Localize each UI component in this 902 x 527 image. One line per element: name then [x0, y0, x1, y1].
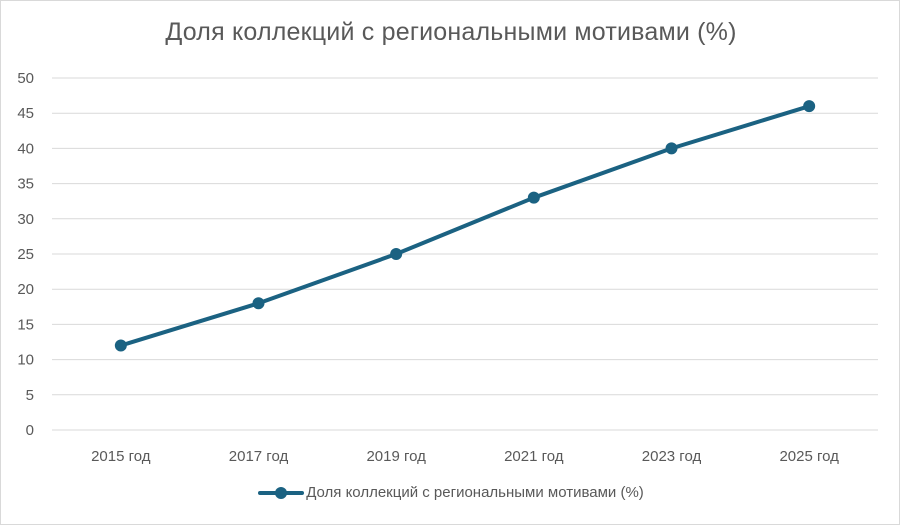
- x-tick-label: 2015 год: [91, 448, 151, 465]
- data-point-2015-год: [114, 339, 127, 352]
- chart-legend: Доля коллекций с региональными мотивами …: [0, 484, 902, 501]
- y-tick-label: 25: [17, 246, 34, 263]
- y-tick-label: 35: [17, 176, 34, 193]
- x-tick-label: 2025 год: [779, 448, 839, 465]
- data-point-2017-год: [252, 297, 265, 310]
- y-tick-label: 40: [17, 140, 34, 157]
- data-point-2025-год: [803, 100, 816, 113]
- y-tick-label: 5: [26, 387, 34, 404]
- y-tick-label: 0: [26, 422, 34, 439]
- x-tick-label: 2023 год: [642, 448, 702, 465]
- data-point-2023-год: [665, 142, 678, 155]
- y-tick-label: 20: [17, 281, 34, 298]
- y-tick-label: 30: [17, 211, 34, 228]
- y-tick-label: 15: [17, 316, 34, 333]
- y-tick-label: 45: [17, 105, 34, 122]
- legend-series-label: Доля коллекций с региональными мотивами …: [306, 484, 644, 501]
- x-tick-label: 2017 год: [229, 448, 289, 465]
- legend-series-marker: [258, 486, 305, 500]
- data-point-2021-год: [527, 191, 540, 204]
- y-tick-label: 50: [17, 70, 34, 87]
- data-point-2019-год: [390, 248, 403, 260]
- y-tick-label: 10: [17, 352, 34, 369]
- x-tick-label: 2021 год: [504, 448, 564, 465]
- chart-title: Доля коллекций с региональными мотивами …: [165, 18, 737, 46]
- series-line: [118, 104, 812, 348]
- x-tick-label: 2019 год: [366, 448, 426, 465]
